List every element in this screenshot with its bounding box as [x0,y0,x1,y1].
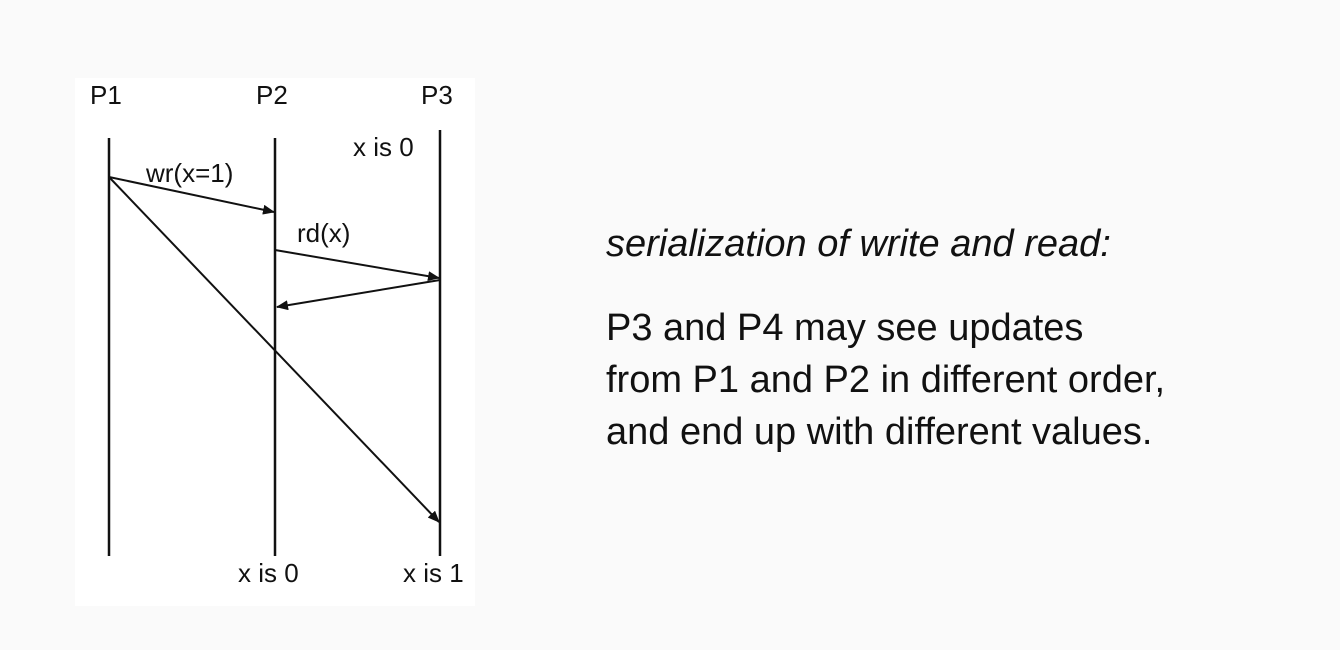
explanation-heading: serialization of write and read: [606,223,1111,265]
explanation-text-block: serialization of write and read: P3 and … [606,218,1306,458]
p3-initial-value-label: x is 0 [353,132,414,162]
write-message-to-p2 [108,176,275,215]
process-label-p2: P2 [256,80,288,110]
write-message-to-p3 [108,176,440,523]
p2-final-value-label: x is 0 [238,558,299,588]
write-operation-label: wr(x=1) [145,158,233,188]
p3-final-value-label: x is 1 [403,558,464,588]
process-label-p1: P1 [90,80,122,110]
read-reply-to-p2 [276,279,441,311]
read-operation-label: rd(x) [297,218,350,248]
explanation-line: from P1 and P2 in different order, [606,359,1166,401]
process-label-p3: P3 [421,80,453,110]
explanation-line: and end up with different values. [606,411,1153,453]
explanation-line: P3 and P4 may see updates [606,307,1084,349]
read-request-to-p3 [274,249,440,282]
